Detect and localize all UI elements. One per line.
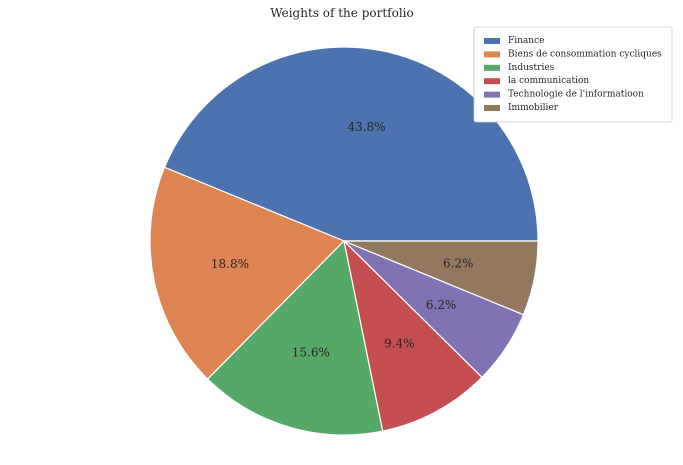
legend-label: la communication	[508, 76, 589, 86]
legend-swatch	[484, 51, 500, 58]
pie-percent-label: 18.8%	[211, 257, 249, 271]
legend-swatch	[484, 78, 500, 85]
legend-swatch	[484, 38, 500, 44]
pie-percent-label: 6.2%	[443, 257, 474, 271]
pie-slices	[149, 46, 539, 436]
legend-swatch	[484, 91, 500, 98]
pie-slice	[163, 46, 539, 242]
legend-label: Technologie de l'informatioon	[508, 90, 644, 100]
legend-swatch	[484, 64, 500, 71]
legend-frame	[473, 26, 673, 123]
pie-slice	[343, 240, 539, 316]
pie-slice	[343, 240, 483, 432]
pie-percent-labels: 43.8% 18.8% 15.6% 9.4% 6.2% 6.2%	[211, 120, 474, 360]
pie-percent-label: 9.4%	[384, 336, 415, 350]
pie-percent-label: 43.8%	[347, 120, 385, 134]
legend-label: Industries	[508, 63, 555, 73]
legend-label: Biens de consommation cycliques	[508, 49, 662, 59]
legend: Finance Biens de consommation cycliques In…	[473, 26, 673, 123]
pie-percent-label: 6.2%	[426, 298, 457, 312]
pie-slice	[149, 166, 345, 380]
pie-slice	[207, 240, 384, 436]
legend-swatch	[484, 105, 500, 111]
legend-label: Immobilier	[508, 103, 559, 113]
legend-label: Finance	[508, 36, 544, 46]
pie-percent-label: 15.6%	[292, 346, 330, 360]
chart-title: Weights of the portfolio	[270, 6, 413, 20]
